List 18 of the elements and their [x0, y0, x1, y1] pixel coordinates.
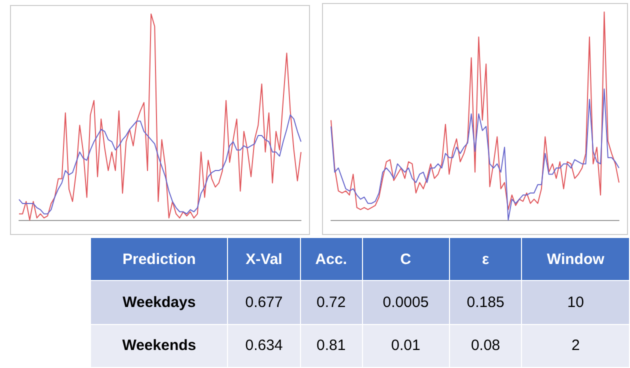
text: 0.677	[245, 294, 283, 311]
text: 0.634	[245, 337, 283, 354]
text: 0.0005	[382, 294, 429, 311]
text: 0.81	[316, 337, 346, 354]
category-label: Window	[522, 238, 630, 281]
text: 0.72	[316, 294, 346, 311]
text: 0.01	[391, 337, 420, 354]
category-label: ε	[449, 238, 522, 281]
category-label: Acc.	[300, 238, 362, 281]
category-label: X-Val	[228, 238, 300, 281]
category-label: C	[362, 238, 450, 281]
text: 0.185	[466, 294, 504, 311]
text: 10	[567, 294, 584, 311]
text: Weekends	[122, 337, 196, 354]
text: Weekdays	[122, 294, 196, 311]
text: 0.08	[470, 337, 500, 354]
text: 2	[571, 337, 580, 354]
category-label: Prediction	[90, 238, 228, 281]
